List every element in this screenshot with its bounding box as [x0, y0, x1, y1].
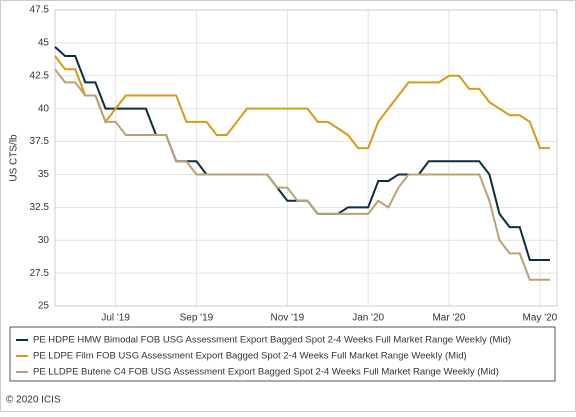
x-tick-label: Nov '19 — [271, 313, 305, 324]
x-tick-label: Jul '19 — [101, 313, 130, 324]
footer: © 2020 ICIS — [6, 395, 61, 406]
legend-label: PE LDPE Film FOB USG Assessment Export B… — [33, 351, 467, 362]
y-tick-label: 47.5 — [30, 5, 50, 16]
legend-box — [9, 326, 556, 382]
x-tick-label: Mar '20 — [432, 313, 465, 324]
y-tick-label: 25 — [38, 301, 50, 312]
plot-border — [54, 9, 558, 307]
series-line — [54, 68, 550, 281]
y-tick-label: 37.5 — [30, 136, 50, 147]
series-line — [54, 55, 550, 150]
y-tick-label: 40 — [38, 103, 50, 114]
y-tick-label: 42.5 — [30, 70, 50, 81]
y-axis-label: US CTS/lb — [9, 134, 20, 182]
y-tick-label: 35 — [38, 169, 50, 180]
y-tick-label: 32.5 — [30, 202, 50, 213]
legend-label: PE LLDPE Butene C4 FOB USG Assessment Ex… — [33, 367, 499, 378]
x-tick-label: Sep '19 — [180, 313, 214, 324]
y-tick-label: 45 — [38, 38, 50, 49]
x-tick-label: Jan '20 — [352, 313, 384, 324]
y-tick-label: 27.5 — [30, 268, 50, 279]
y-tick-label: 30 — [38, 235, 50, 246]
x-tick-label: May '20 — [523, 313, 558, 324]
legend-label: PE HDPE HMW Bimodal FOB USG Assessment E… — [33, 335, 511, 346]
